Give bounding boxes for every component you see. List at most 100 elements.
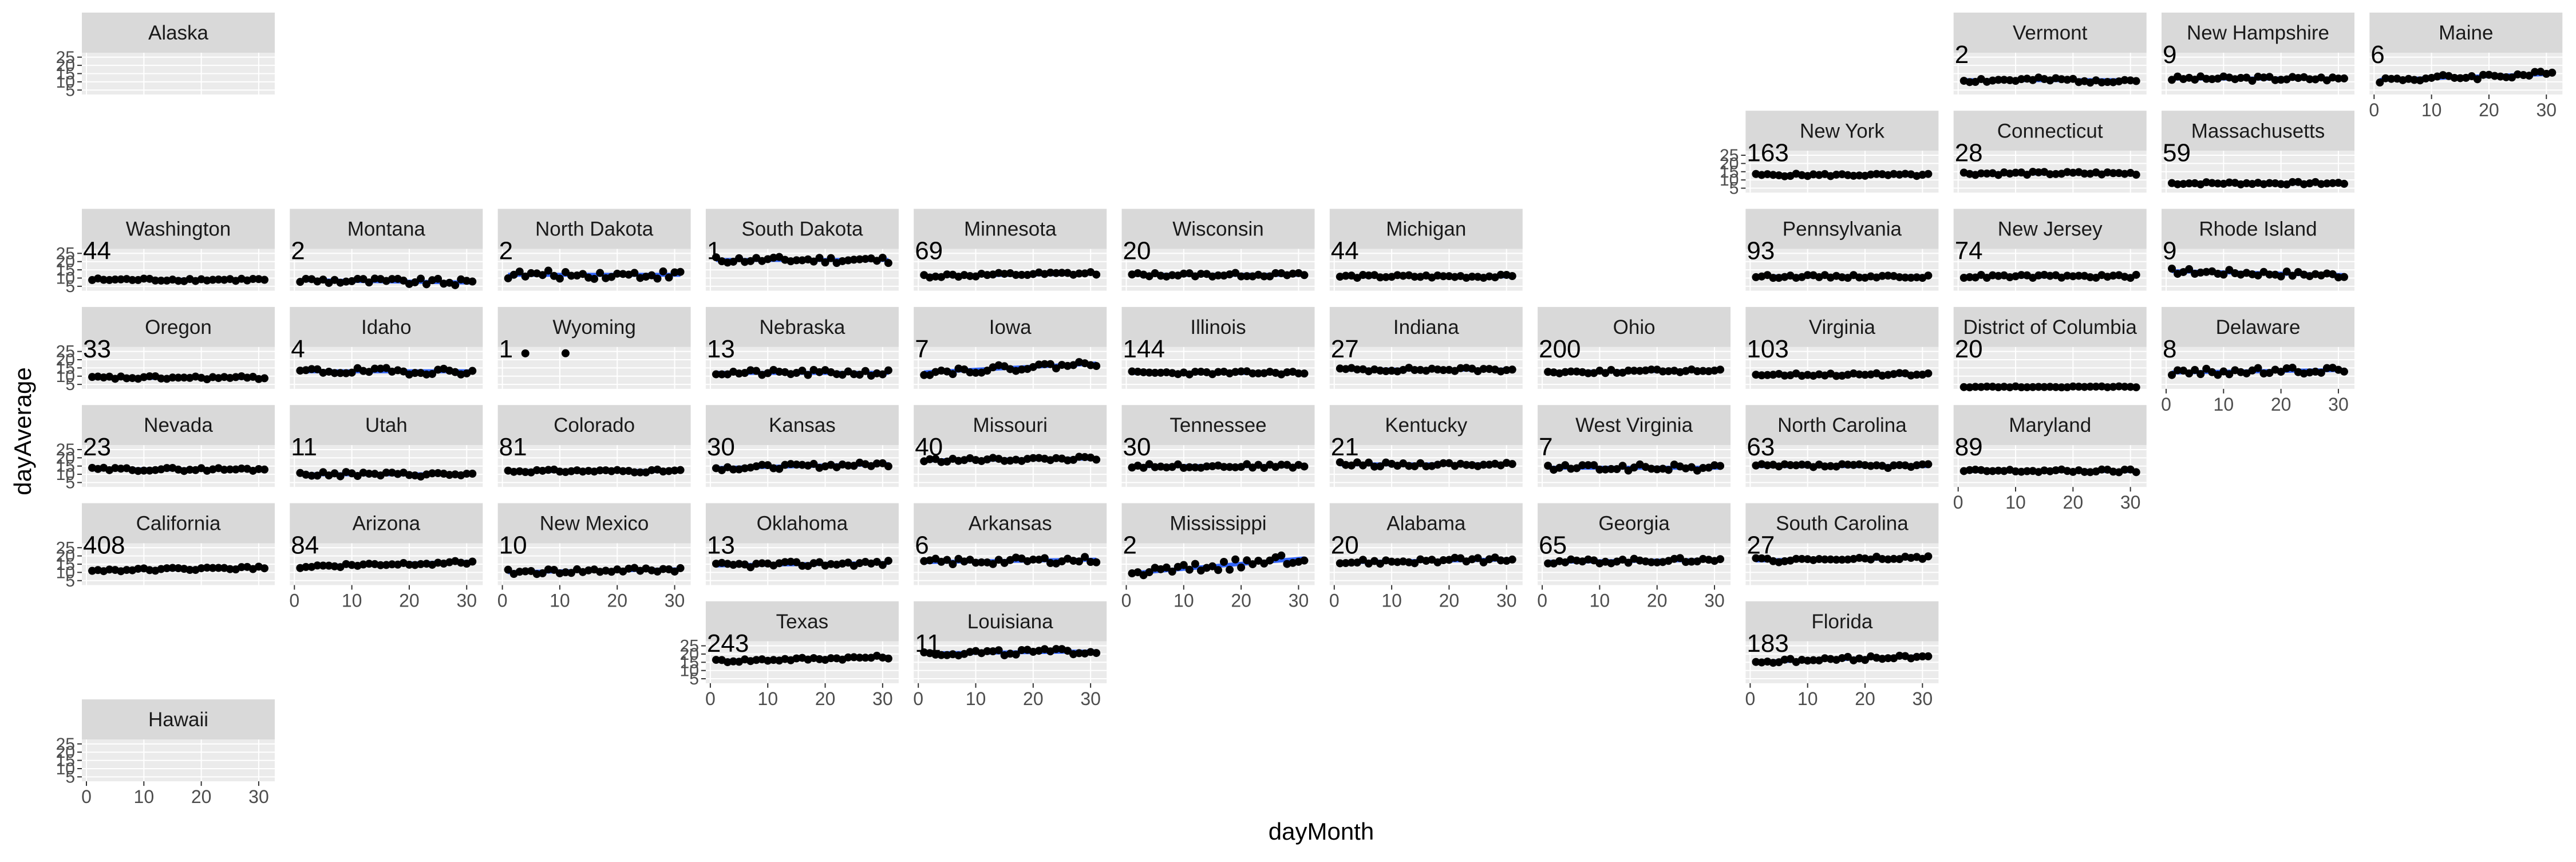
data-point — [1185, 463, 1194, 471]
y-tick-label: 20 — [680, 645, 699, 664]
data-point — [855, 654, 864, 662]
data-point — [989, 560, 997, 568]
facet-panel: Arkansas 6 — [914, 503, 1107, 585]
x-tick-label: 0 — [81, 786, 92, 807]
facet-strip — [914, 208, 1107, 249]
facet-title: Oregon — [145, 316, 212, 338]
y-tick-label: 10 — [56, 563, 75, 582]
data-point — [1595, 465, 1604, 474]
data-point — [1439, 459, 1448, 467]
facet-title: Vermont — [2013, 22, 2088, 44]
data-point — [214, 564, 223, 572]
data-point — [977, 558, 986, 566]
x-tick-label: 10 — [1797, 688, 1818, 709]
y-tick-label: 20 — [56, 351, 75, 369]
facet-title: North Carolina — [1777, 414, 1907, 436]
data-point — [659, 565, 667, 573]
data-point — [884, 654, 892, 663]
data-point — [226, 465, 234, 474]
data-point — [2046, 170, 2055, 179]
data-point — [521, 349, 530, 357]
data-point — [1797, 460, 1806, 469]
facet-title: Nevada — [144, 414, 213, 436]
data-point — [1693, 367, 1701, 376]
data-point — [676, 466, 685, 474]
y-tick-label: 5 — [1729, 179, 1739, 198]
data-point — [1624, 558, 1633, 567]
count-label: 30 — [1123, 433, 1151, 461]
data-point — [168, 564, 177, 572]
data-point — [1017, 365, 1026, 374]
facet-panel: Missouri 40 — [914, 405, 1107, 487]
facet-strip — [705, 405, 899, 446]
data-point — [2456, 74, 2464, 82]
count-label: 33 — [83, 335, 111, 363]
data-point — [2034, 168, 2043, 176]
data-point — [2277, 272, 2285, 281]
data-point — [1959, 383, 1968, 391]
facet-title: Michigan — [1386, 218, 1466, 241]
data-point — [1855, 370, 1863, 379]
data-point — [1092, 558, 1101, 566]
facet-title: Mississippi — [1170, 513, 1266, 535]
facet-title: Arkansas — [969, 513, 1052, 535]
data-point — [1231, 555, 1240, 564]
facet-panel: Idaho 4 — [290, 306, 483, 389]
data-point — [971, 558, 980, 567]
data-point — [1092, 455, 1101, 464]
x-tick-label: 10 — [2214, 394, 2234, 415]
data-point — [861, 255, 870, 263]
data-point — [2219, 270, 2228, 279]
data-point — [1179, 269, 1188, 278]
data-point — [596, 466, 605, 475]
x-tick-label: 0 — [497, 591, 508, 611]
facet-title: Virginia — [1809, 316, 1876, 338]
data-point — [2115, 382, 2123, 391]
facet-strip — [1953, 13, 2147, 53]
x-tick-label: 10 — [134, 786, 155, 807]
data-point — [1687, 463, 1696, 471]
y-tick-label: 5 — [65, 375, 75, 394]
data-point — [659, 467, 667, 476]
facet-strip — [705, 601, 899, 641]
data-point — [1052, 269, 1060, 277]
data-point — [1698, 464, 1707, 473]
data-point — [1752, 658, 1760, 666]
data-point — [1388, 557, 1396, 566]
count-label: 44 — [83, 237, 111, 265]
data-point — [1861, 656, 1870, 664]
data-point — [1895, 460, 1904, 469]
count-label: 1 — [499, 335, 513, 363]
facet-strip — [1745, 111, 1939, 151]
data-point — [2196, 370, 2205, 379]
x-tick-label: 30 — [2120, 492, 2141, 513]
data-point — [1676, 554, 1684, 562]
data-point — [1370, 462, 1379, 471]
y-tick-label: 20 — [56, 253, 75, 271]
facet-strip — [290, 208, 483, 249]
data-point — [850, 370, 858, 379]
y-tick-label: 10 — [56, 367, 75, 386]
data-point — [336, 369, 345, 377]
facet-strip — [2162, 208, 2354, 249]
data-point — [203, 564, 211, 572]
data-point — [717, 370, 726, 379]
data-point — [555, 467, 564, 476]
data-point — [1502, 366, 1511, 375]
data-point — [1815, 555, 1823, 564]
facet-panel: Utah 11 — [290, 405, 483, 487]
data-point — [370, 274, 379, 283]
data-point — [2120, 76, 2129, 84]
data-point — [416, 274, 425, 283]
data-point — [1924, 170, 1933, 178]
facet-panel: Ohio 200 — [1538, 306, 1731, 389]
y-tick-label: 15 — [56, 751, 75, 770]
data-point — [319, 561, 327, 570]
data-point — [2086, 383, 2095, 391]
data-point — [2109, 169, 2117, 178]
data-point — [1855, 171, 1863, 180]
data-point — [307, 365, 316, 373]
data-point — [302, 562, 310, 571]
data-point — [844, 461, 852, 470]
data-point — [2109, 383, 2117, 391]
